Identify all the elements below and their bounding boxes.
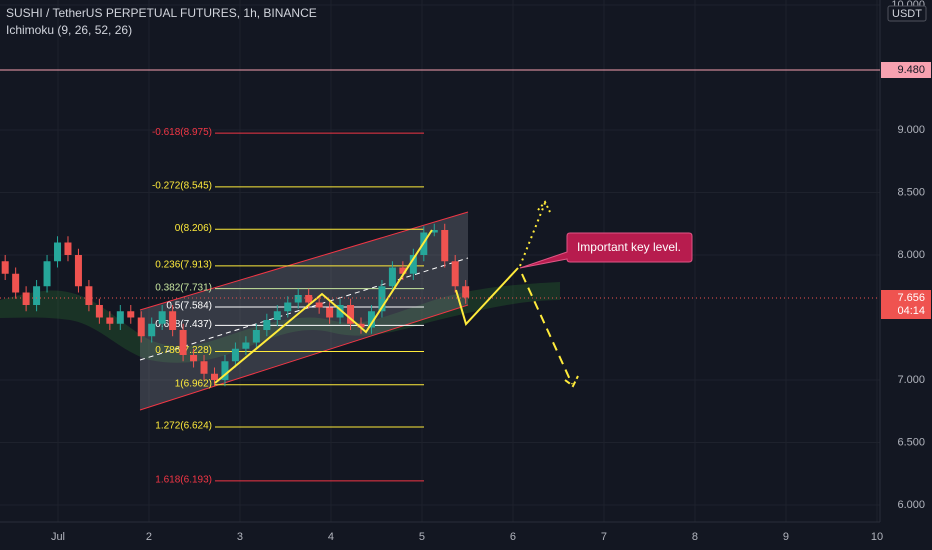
candle-body [399, 267, 407, 274]
channel-top [139, 211, 469, 311]
fib-label: 0.5(7.584) [166, 301, 212, 312]
candle-body [169, 311, 177, 330]
candle-body [190, 355, 198, 362]
x-tick-label: 5 [419, 531, 425, 543]
x-tick-label: Jul [51, 531, 65, 543]
candle-body [64, 242, 72, 255]
candle-body [326, 307, 334, 318]
x-tick-label: 7 [601, 531, 607, 543]
x-tick-label: 9 [783, 531, 789, 543]
projection-line [455, 267, 519, 326]
currency-box [887, 5, 927, 22]
y-tick-label: 10.000 [891, 0, 925, 11]
candle-body [409, 255, 417, 274]
candle-body [127, 311, 135, 318]
indicator-label: Ichimoku (9, 26, 52, 26) [6, 23, 132, 37]
price-label: 7.656 [897, 292, 925, 304]
candle-body [430, 230, 438, 233]
candle-body [106, 317, 114, 324]
fib-label: 1.618(6.193) [155, 475, 212, 486]
x-tick-label: 3 [237, 531, 243, 543]
candle-body [378, 286, 386, 312]
candle-body [22, 292, 30, 305]
y-tick-label: 6.000 [897, 499, 925, 511]
y-tick-label: 8.500 [897, 186, 925, 198]
candle-body [242, 342, 250, 349]
candle-body [43, 261, 51, 287]
countdown: 04:14 [897, 305, 925, 317]
candle-body [284, 302, 292, 312]
x-tick-label: 6 [510, 531, 516, 543]
candle-body [305, 295, 313, 303]
fib-label: 0(8.206) [175, 223, 212, 234]
candle-body [315, 302, 323, 308]
candle-body [148, 323, 156, 337]
candle-body [116, 311, 124, 324]
fib-label: 0.236(7.913) [155, 260, 212, 271]
candle-body [367, 311, 375, 328]
price-axis [880, 0, 932, 550]
chart-title: SUSHI / TetherUS PERPETUAL FUTURES, 1h, … [6, 6, 317, 20]
candle-body [252, 330, 260, 343]
grid [0, 0, 880, 522]
price-badge [881, 62, 931, 78]
currency: USDT [892, 8, 922, 20]
y-tick-label: 9.000 [897, 124, 925, 136]
candle-body [1, 261, 9, 274]
wave-line [214, 229, 433, 384]
candle-body [273, 311, 281, 320]
axis-labels: 10.000 9.000 8.500 8.000 7.000 6.500 6.000 Jul 2… [51, 0, 925, 543]
candle-body [441, 230, 449, 262]
bull-arrow [537, 200, 551, 213]
fib-label: 0.382(7.731) [155, 282, 212, 293]
price-label: 9.480 [897, 64, 925, 76]
candle-body [263, 320, 271, 330]
candle-body [74, 255, 82, 287]
channel [140, 212, 468, 410]
candle-body [336, 305, 344, 318]
candle-body [158, 311, 166, 324]
candle-body [12, 273, 20, 293]
candle-body [95, 305, 103, 318]
y-tick-label: 7.000 [897, 374, 925, 386]
candle-body [388, 267, 396, 287]
fib-label: -0.618(8.975) [152, 127, 212, 138]
candle-body [85, 286, 93, 305]
candle-body [137, 317, 145, 337]
candle-body [231, 348, 239, 362]
y-tick-label: 8.000 [897, 249, 925, 261]
candle-body [357, 323, 365, 328]
bear-path [521, 273, 573, 385]
candle-body [451, 261, 459, 287]
price-badge [881, 290, 931, 319]
candle-body [462, 286, 470, 298]
bear-arrow [564, 375, 579, 388]
time-axis [0, 522, 932, 550]
candle-body [210, 373, 218, 380]
y-tick-label: 6.500 [897, 436, 925, 448]
fib-label: 1.272(6.624) [155, 421, 212, 432]
x-tick-label: 4 [328, 531, 334, 543]
x-tick-label: 8 [692, 531, 698, 543]
candle-body [54, 242, 62, 262]
callout [519, 232, 693, 269]
candle-body [294, 295, 302, 303]
x-tick-label: 10 [871, 531, 883, 543]
fib-label: -0.272(8.545) [152, 181, 212, 192]
fib-label: 1(6.962) [175, 378, 212, 389]
candle-body [347, 305, 355, 324]
channel-bottom [139, 304, 469, 411]
candle-body [179, 330, 187, 355]
candle-body [33, 286, 41, 305]
candle-body [200, 361, 208, 374]
x-tick-label: 2 [146, 531, 152, 543]
candle-body [221, 361, 229, 380]
ichimoku-cloud [0, 282, 560, 363]
callout-text: Important key level. [577, 240, 681, 254]
fib-label: 0.618(7.437) [155, 319, 212, 330]
